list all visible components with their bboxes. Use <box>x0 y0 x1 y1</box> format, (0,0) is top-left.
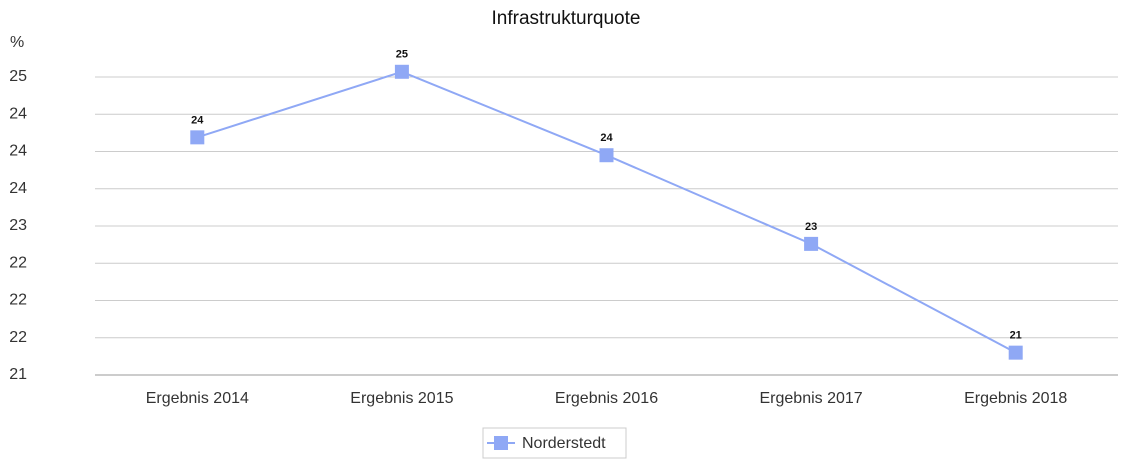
y-tick-label: 21 <box>9 366 27 383</box>
value-label: 21 <box>1010 330 1022 342</box>
marker <box>190 130 205 145</box>
x-tick-label: Ergebnis 2015 <box>350 390 453 407</box>
marker <box>1008 345 1023 360</box>
legend-marker <box>494 436 508 450</box>
y-axis-label: % <box>10 34 24 51</box>
x-tick-label: Ergebnis 2016 <box>555 390 658 407</box>
y-tick-label: 23 <box>9 217 27 234</box>
value-label: 24 <box>600 132 613 144</box>
marker <box>394 64 409 79</box>
x-tick-label: Ergebnis 2014 <box>146 390 249 407</box>
y-tick-label: 22 <box>9 292 27 309</box>
x-tick-label: Ergebnis 2017 <box>760 390 863 407</box>
value-label: 25 <box>396 49 408 61</box>
y-tick-label: 25 <box>9 68 27 85</box>
chart-title: Infrastrukturquote <box>492 8 641 29</box>
y-tick-label: 22 <box>9 254 27 271</box>
legend-label: Norderstedt <box>522 435 606 452</box>
y-tick-label: 22 <box>9 329 27 346</box>
y-tick-label: 24 <box>9 143 27 160</box>
x-tick-label: Ergebnis 2018 <box>964 390 1067 407</box>
y-tick-label: 24 <box>9 180 27 197</box>
marker <box>804 236 819 251</box>
y-tick-label: 24 <box>9 105 27 122</box>
value-label: 23 <box>805 221 817 233</box>
marker <box>599 148 614 163</box>
value-label: 24 <box>191 114 204 126</box>
